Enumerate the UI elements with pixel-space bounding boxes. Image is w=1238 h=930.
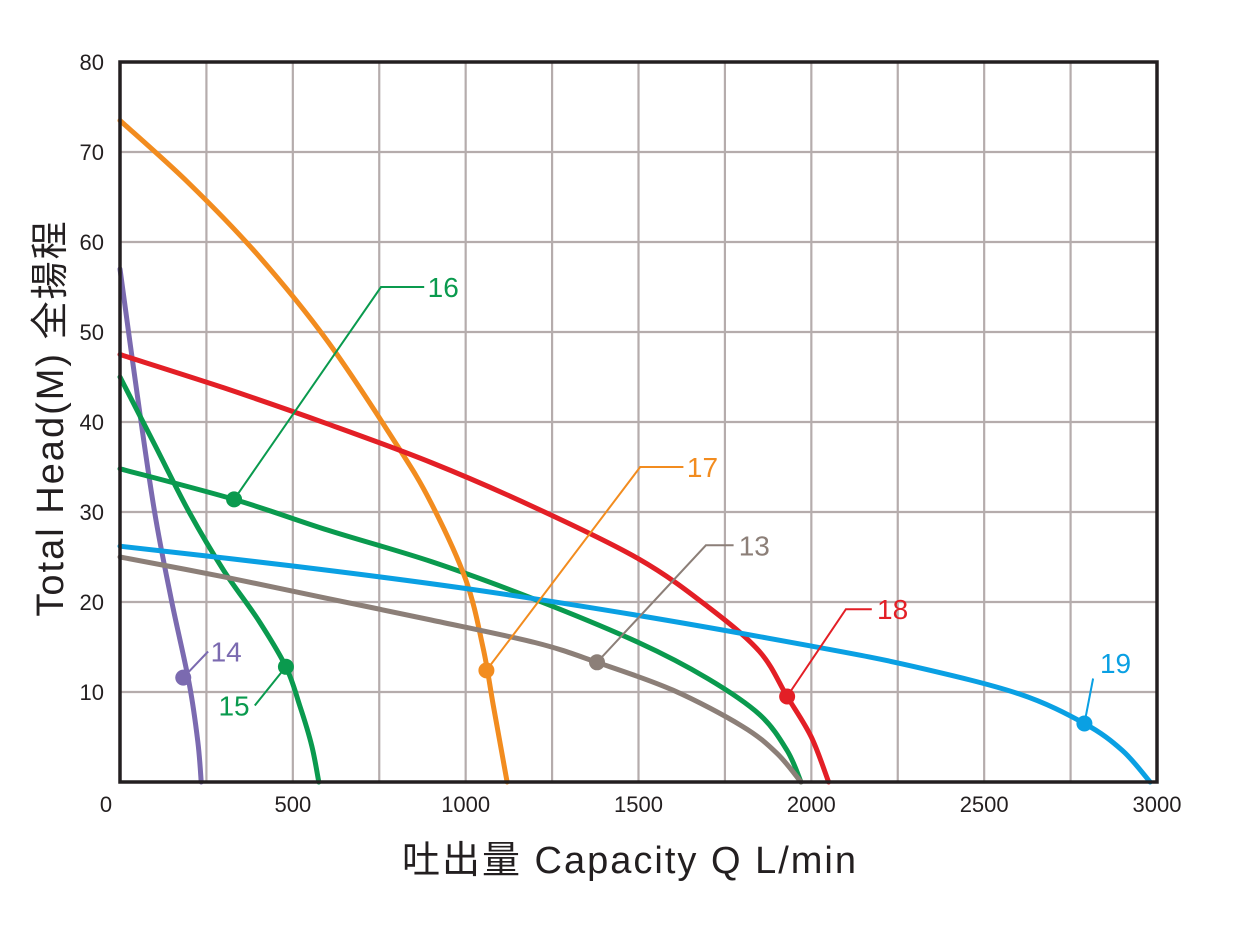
y-tick-label: 10 — [80, 680, 104, 705]
series-markers — [175, 491, 1093, 732]
series-line-15 — [117, 374, 322, 785]
y-tick-labels: 10 20 30 40 50 60 70 80 — [80, 50, 104, 705]
leader-line-17 — [485, 466, 684, 672]
leader-line-13 — [596, 544, 734, 663]
leader-line-16 — [233, 286, 425, 500]
x-tick-label: 0 — [100, 792, 112, 817]
series-label-13: 13 — [739, 530, 770, 561]
series-line-14 — [117, 266, 204, 785]
plot-frame — [118, 60, 1159, 784]
series-marker-19 — [1076, 715, 1093, 732]
leader-line-18 — [786, 608, 872, 698]
series-marker-14 — [175, 669, 192, 686]
x-tick-label: 1000 — [441, 792, 490, 817]
series-curves — [117, 118, 1153, 785]
leader-line-15 — [254, 666, 287, 707]
x-tick-label: 3000 — [1133, 792, 1182, 817]
x-tick-label: 2500 — [960, 792, 1009, 817]
series-label-16: 16 — [428, 272, 459, 303]
series-marker-15 — [277, 658, 294, 675]
x-tick-label: 2000 — [787, 792, 836, 817]
series-marker-16 — [226, 491, 243, 508]
y-axis-title: Total Head(M) 全揚程 — [30, 219, 72, 616]
x-axis-title: 吐出量 Capacity Q L/min — [402, 840, 858, 882]
x-tick-labels: 0 500 1000 1500 2000 2500 3000 — [100, 792, 1182, 817]
grid-lines — [120, 62, 1157, 782]
series-label-15: 15 — [218, 691, 249, 722]
y-tick-label: 80 — [80, 50, 104, 75]
x-tick-label: 1500 — [614, 792, 663, 817]
series-label-18: 18 — [877, 594, 908, 625]
y-tick-label: 20 — [80, 590, 104, 615]
y-tick-label: 60 — [80, 230, 104, 255]
series-labels: 14 15 16 17 13 18 19 — [211, 272, 1132, 722]
series-line-19 — [117, 543, 1153, 785]
series-marker-18 — [779, 688, 796, 705]
series-label-19: 19 — [1100, 648, 1131, 679]
series-line-13 — [117, 554, 804, 785]
series-label-17: 17 — [687, 452, 718, 483]
series-label-14: 14 — [211, 637, 242, 668]
series-marker-17 — [478, 662, 495, 679]
y-tick-label: 70 — [80, 140, 104, 165]
y-tick-label: 30 — [80, 500, 104, 525]
label-leaders — [182, 286, 1095, 724]
series-marker-13 — [589, 654, 606, 671]
y-tick-label: 40 — [80, 410, 104, 435]
x-tick-label: 500 — [274, 792, 311, 817]
y-tick-label: 50 — [80, 320, 104, 345]
